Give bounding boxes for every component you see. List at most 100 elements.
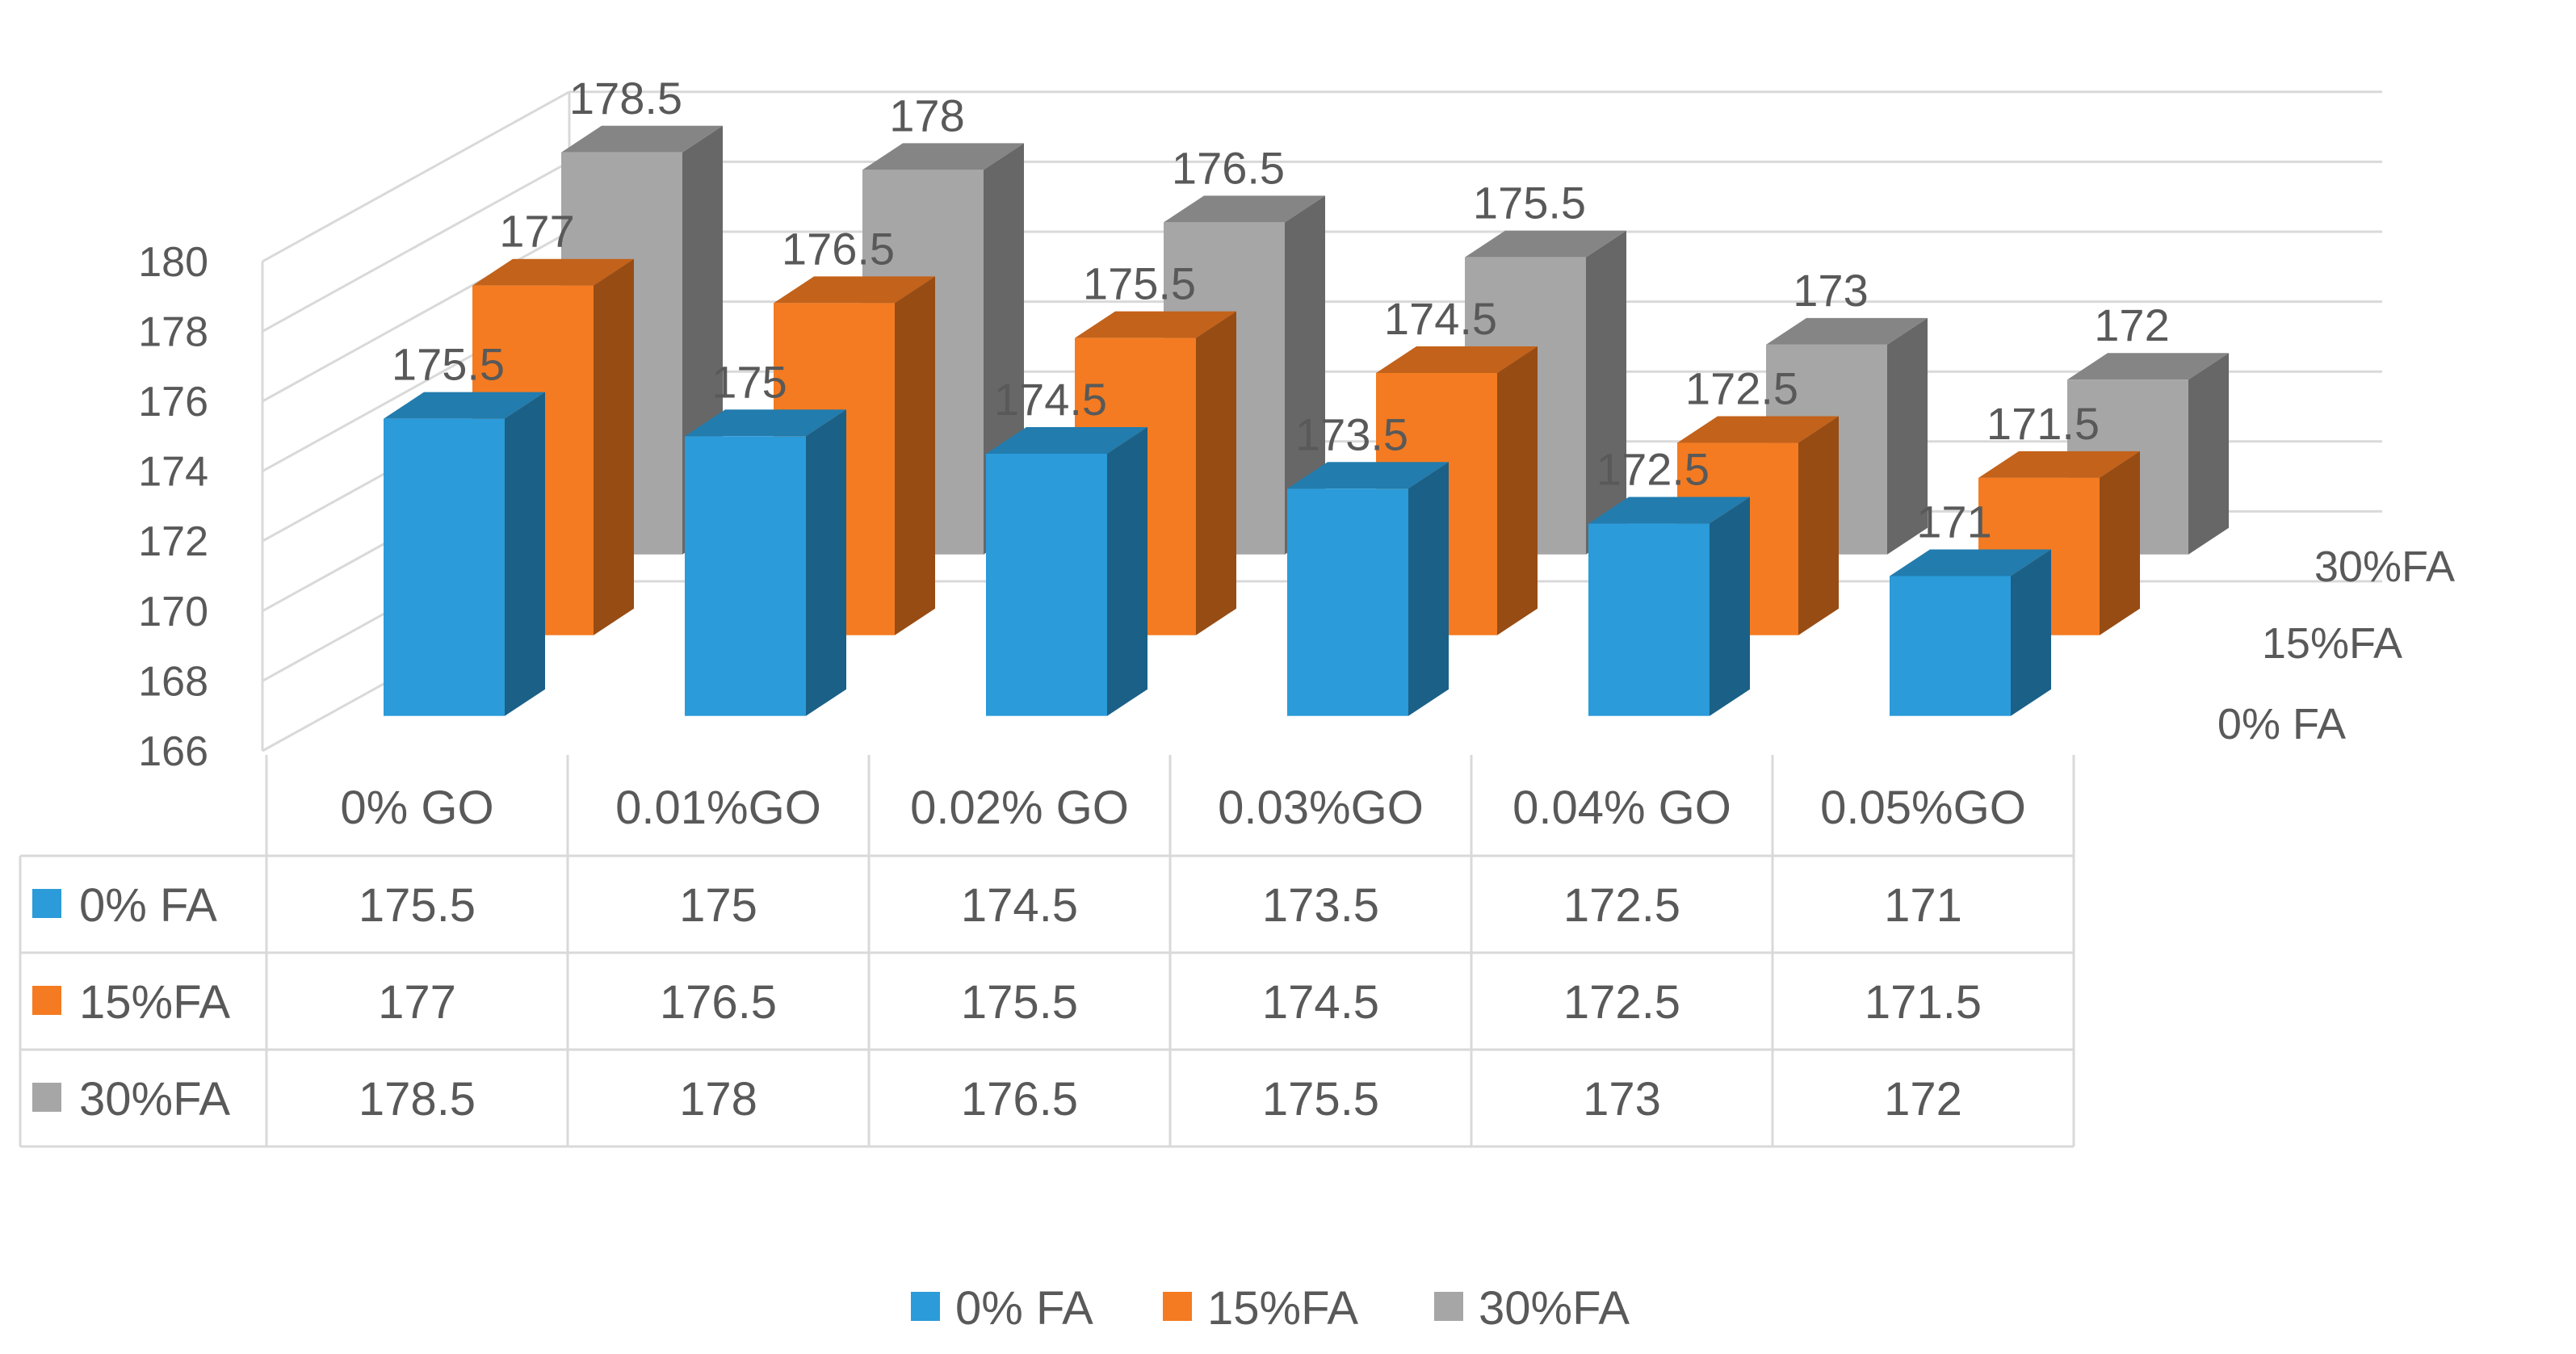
bar-side — [594, 258, 634, 635]
bar-top — [1376, 346, 1538, 373]
bar-top — [2067, 353, 2229, 380]
table-cell: 175.5 — [1262, 1073, 1379, 1126]
bar-top — [774, 276, 935, 304]
data-label: 174.5 — [1384, 293, 1497, 344]
data-label: 178.5 — [569, 73, 682, 124]
y-tick-label: 176 — [138, 379, 208, 425]
table-cell: 176.5 — [961, 1073, 1078, 1126]
bar-top — [1588, 497, 1750, 524]
bar-top — [1164, 195, 1325, 223]
table-row-label: 0% FA — [79, 879, 217, 932]
bar-top — [1287, 462, 1449, 489]
bar-top — [862, 143, 1024, 170]
data-label: 175.5 — [1473, 178, 1586, 228]
bar-side — [895, 276, 935, 635]
y-tick-label: 166 — [138, 728, 208, 775]
bar-top — [1766, 317, 1928, 345]
bar — [685, 436, 806, 716]
y-tick-label: 174 — [138, 449, 208, 496]
bar-side — [1107, 426, 1147, 716]
table-cell: 175.5 — [961, 976, 1078, 1029]
table-header-cell: 0.05%GO — [1820, 782, 2026, 834]
data-label: 172 — [2094, 300, 2169, 350]
bar-side — [2188, 353, 2229, 555]
legend-label: 30%FA — [1479, 1282, 1630, 1335]
bar — [384, 418, 505, 716]
table-cell: 177 — [378, 976, 456, 1029]
legend-swatch — [1434, 1292, 1463, 1321]
data-label: 172.5 — [1685, 363, 1798, 414]
data-label: 175.5 — [392, 339, 505, 390]
legend-swatch — [911, 1292, 940, 1321]
legend-label: 15%FA — [1207, 1282, 1358, 1335]
bar-top — [1465, 230, 1626, 258]
table-cell: 172 — [1884, 1073, 1962, 1126]
table-cell: 175 — [679, 879, 757, 932]
table-header-cell: 0.03%GO — [1218, 782, 1424, 834]
bar-top — [685, 409, 846, 437]
bar-side — [1285, 195, 1325, 555]
bar-top — [1890, 549, 2051, 576]
y-tick-label: 170 — [138, 589, 208, 635]
table-legend-key — [32, 986, 61, 1015]
table-cell: 176.5 — [660, 976, 777, 1029]
table-header-cell: 0.02% GO — [910, 782, 1129, 834]
bar-side — [806, 409, 846, 716]
table-cell: 173.5 — [1262, 879, 1379, 932]
bar — [1890, 576, 2011, 716]
depth-label: 0% FA — [2217, 700, 2346, 748]
table-legend-key — [32, 889, 61, 918]
table-header-cell: 0.01%GO — [615, 782, 821, 834]
bar — [1287, 488, 1408, 716]
data-label: 176.5 — [782, 223, 895, 274]
bar-top — [561, 125, 723, 153]
data-label: 175 — [711, 356, 787, 407]
bar-side — [1710, 497, 1750, 716]
data-labels: 178.5 178 176.5 175.5 173 172 177 176.5 175.5 174… — [392, 73, 2170, 547]
table-cell: 178 — [679, 1073, 757, 1126]
bar — [1588, 523, 1710, 716]
data-label: 173 — [1793, 265, 1868, 316]
bar-side — [1586, 230, 1626, 555]
table-header-cell: 0% GO — [340, 782, 493, 834]
depth-label: 30%FA — [2314, 543, 2455, 591]
table-cell: 171 — [1884, 879, 1962, 932]
bar-top — [472, 258, 634, 286]
table-cell: 178.5 — [359, 1073, 476, 1126]
gridline-side — [262, 90, 570, 263]
table-legend-key — [32, 1083, 61, 1112]
bar-side — [1887, 317, 1928, 555]
bar-side — [2011, 549, 2051, 716]
table-cell: 174.5 — [961, 879, 1078, 932]
bar-side — [2100, 451, 2140, 635]
y-tick-label: 178 — [138, 308, 208, 355]
data-table: 0% GO 0.01%GO 0.02% GO 0.03%GO 0.04% GO 0.05%… — [19, 755, 2075, 1148]
gridline-side — [262, 161, 570, 333]
legend: 0% FA 15%FA 30%FA — [911, 1282, 1630, 1335]
bar-top — [986, 426, 1147, 454]
data-label: 176.5 — [1172, 142, 1285, 193]
y-tick-label: 180 — [138, 239, 208, 286]
bars — [384, 125, 2229, 716]
bar-side — [1196, 311, 1236, 635]
data-label: 171.5 — [1987, 398, 2100, 449]
table-row-label: 15%FA — [79, 976, 230, 1029]
data-label: 171 — [1916, 497, 1991, 547]
data-label: 173.5 — [1295, 409, 1408, 459]
y-tick-label: 172 — [138, 518, 208, 565]
data-label: 172.5 — [1596, 444, 1710, 495]
legend-swatch — [1163, 1292, 1192, 1321]
table-cell: 173 — [1583, 1073, 1661, 1126]
bar-top — [1677, 416, 1839, 443]
data-label: 177 — [499, 206, 574, 257]
y-tick-label: 168 — [138, 658, 208, 705]
table-cell: 171.5 — [1865, 976, 1982, 1029]
table-cell: 175.5 — [359, 879, 476, 932]
bar-side — [505, 392, 545, 716]
table-cell: 172.5 — [1563, 879, 1680, 932]
bar-top — [1075, 311, 1236, 338]
bar-side — [1497, 346, 1538, 635]
data-label: 175.5 — [1083, 258, 1196, 309]
table-row-label: 30%FA — [79, 1073, 230, 1126]
